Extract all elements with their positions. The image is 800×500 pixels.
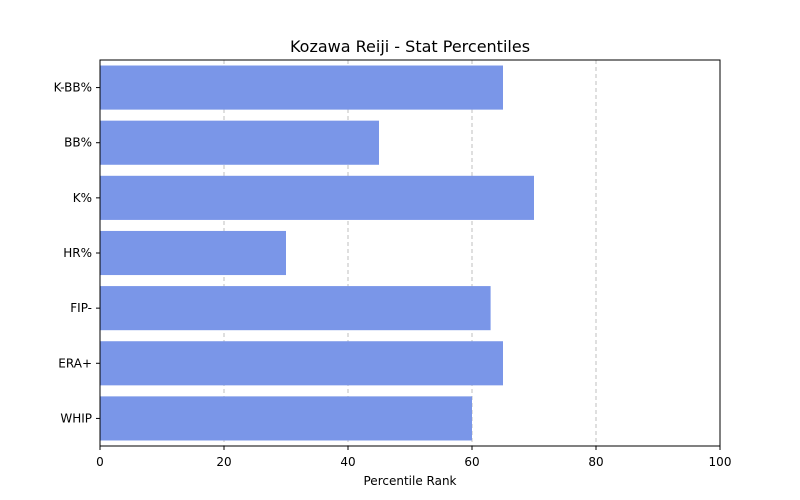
x-tick-label: 0 [96,455,104,469]
x-tick-label: 80 [588,455,603,469]
y-tick-label: HR% [63,246,92,260]
x-tick-label: 60 [464,455,479,469]
bars [100,65,534,441]
y-tick-label: K% [73,191,92,205]
y-tick-label: BB% [64,136,92,150]
bar-k-bb- [100,65,503,110]
y-tick-label: K-BB% [54,81,92,95]
bar-whip [100,396,472,441]
y-tick-label: FIP- [70,301,92,315]
bar-fip- [100,286,491,331]
bar-hr- [100,230,286,276]
x-tick-label: 40 [340,455,355,469]
x-tick-label: 20 [216,455,231,469]
y-axis-ticks: K-BB% BB% K% HR% FIP- ERA+ WHIP [54,81,100,425]
x-axis-label: Percentile Rank [364,474,457,488]
chart-title: Kozawa Reiji - Stat Percentiles [290,37,530,56]
bar-era- [100,341,503,386]
bar-bb- [100,120,379,165]
y-tick-label: WHIP [60,411,92,425]
y-tick-label: ERA+ [58,356,92,370]
x-tick-label: 100 [709,455,732,469]
x-axis-ticks: 0 20 40 60 80 100 [96,446,731,469]
bar-k- [100,175,534,220]
